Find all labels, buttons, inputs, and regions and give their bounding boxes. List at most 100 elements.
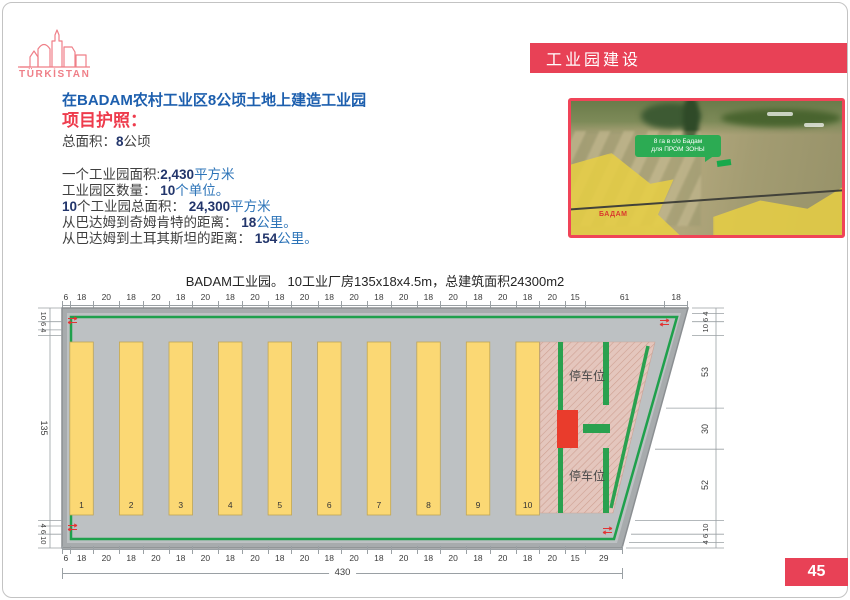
dim-segment: 20	[291, 291, 317, 309]
green-strip	[603, 342, 609, 405]
text-segment: 平方米	[194, 167, 235, 182]
map-poi-label	[804, 123, 824, 127]
checkpoint-building	[557, 410, 578, 448]
dim-segment: 20	[390, 546, 417, 565]
dim-value: 20	[299, 553, 310, 563]
dimension-tick	[622, 568, 623, 579]
dim-segment: 18	[168, 291, 192, 309]
intro-line: 10个工业园总面积： 24,300平方米	[62, 199, 552, 215]
dim-segment: 20	[142, 546, 169, 565]
dim-value: 20	[151, 553, 161, 563]
dim-value: 20	[151, 292, 161, 302]
text-segment: 公里。	[277, 231, 318, 246]
dim-label: 135	[39, 420, 49, 435]
dim-segment: 18	[416, 291, 440, 309]
dim-segment: 18	[367, 546, 390, 565]
dim-segment: 18	[466, 291, 489, 309]
intro-heading: 在BADAM农村工业区8公顷土地上建造工业园	[62, 92, 367, 109]
dim-segment: 20	[440, 291, 466, 309]
building-rect	[69, 341, 94, 516]
plan-bottom-dimensions: 6 18 20 18 20 18 20 18 20 18 20 18 20 18 20 18 20 18 20 18 2…	[62, 546, 623, 565]
dimension-tick	[62, 568, 63, 579]
building-number: 7	[377, 500, 382, 510]
dim-value: 18	[76, 553, 87, 563]
site-plan-drawing: 1 2 3 4 5 6 7 8 9 10 停车位 停车位	[38, 307, 724, 549]
dim-value: 20	[398, 553, 409, 563]
dim-segment: 18	[515, 291, 539, 309]
plan-top-dimensions: 6 18 20 18 20 18 20 18 20 18 20 18 20 18 20 18 20 18 20 18 2…	[62, 291, 689, 309]
dim-label: 10 6 4	[701, 312, 710, 333]
dim-value: 20	[349, 553, 359, 563]
map-callout: 8 га в с/о Бадам для ПРОМ ЗОНЫ	[635, 135, 721, 157]
dim-value: 61	[619, 292, 630, 302]
green-strip	[603, 448, 609, 513]
dim-value: 6	[63, 553, 69, 563]
dim-value: 20	[497, 553, 508, 563]
dim-segment: 18	[268, 291, 291, 309]
dim-segment: 20	[93, 546, 119, 565]
map-callout-line1: 8 га в с/о Бадам	[653, 138, 703, 145]
intro-subheading: 项目护照：	[62, 111, 147, 130]
dim-value: 20	[398, 292, 409, 302]
building-rect	[515, 341, 540, 516]
dim-segment: 20	[192, 291, 218, 309]
dim-segment: 20	[291, 546, 317, 565]
text-segment: 从巴达姆到奇姆肯特的距离：	[62, 215, 242, 230]
dim-value: 18	[473, 553, 483, 563]
right-dimension-labels: 10 6 4 53 30 52 4 6 10	[700, 312, 710, 545]
dim-segment: 18	[367, 291, 390, 309]
total-dimension-label: 430	[328, 567, 357, 578]
text-segment: 154	[254, 231, 278, 246]
building-rect	[168, 341, 193, 516]
dim-value: 15	[570, 553, 580, 563]
dim-value: 6	[63, 292, 69, 302]
text-segment: 24,300	[188, 199, 231, 214]
dim-segment: 20	[241, 291, 268, 309]
text-segment: 一个工业园面积:	[62, 167, 161, 182]
dim-value: 18	[275, 553, 285, 563]
dim-value: 20	[448, 292, 458, 302]
dim-segment: 20	[539, 546, 565, 565]
parking-label: 停车位	[569, 468, 605, 483]
building-rect	[366, 341, 392, 516]
building-rect	[465, 341, 491, 516]
dim-segment: 18	[168, 546, 192, 565]
building-number: 2	[129, 500, 134, 510]
dim-segment: 18	[466, 546, 489, 565]
left-dimension-lines	[38, 307, 62, 549]
dim-value: 20	[101, 553, 112, 563]
text-segment: 从巴达姆到土耳其斯坦的距离：	[62, 231, 255, 246]
dim-value: 18	[473, 292, 483, 302]
plan-title: BADAM工业园。 10工业厂房135x18x4.5m，总建筑面积24300m2	[185, 274, 565, 289]
text-segment: 总面积：	[62, 134, 116, 149]
buildings-group	[69, 341, 540, 516]
dim-value: 20	[547, 553, 557, 563]
map-callout-line2: для ПРОМ ЗОНЫ	[651, 146, 705, 153]
map-place-label: БАДАМ	[599, 211, 628, 218]
text-segment: 18	[241, 215, 257, 230]
dim-segment: 18	[515, 546, 539, 565]
dim-value: 18	[225, 292, 235, 302]
building-number: 3	[178, 500, 183, 510]
text-segment: 8	[116, 134, 124, 149]
intro-line: 从巴达姆到土耳其斯坦的距离： 154公里。	[62, 231, 552, 247]
dim-segment: 20	[241, 546, 268, 565]
dim-segment: 6	[62, 291, 70, 309]
text-segment: 10	[62, 199, 78, 214]
dim-segment: 61	[584, 291, 665, 309]
building-rect	[416, 341, 441, 516]
text-segment: 个单位。	[175, 183, 230, 198]
dim-segment: 18	[664, 291, 689, 309]
dim-value: 18	[225, 553, 235, 563]
dim-value: 20	[497, 292, 508, 302]
dim-segment: 18	[317, 546, 341, 565]
dim-segment: 15	[565, 291, 585, 309]
map-vegetation-blob	[721, 109, 841, 127]
section-banner-title: 工业园建设	[546, 52, 642, 69]
dim-label: 4 6 10	[39, 524, 48, 545]
dim-segment: 20	[192, 546, 218, 565]
building-number: 4	[228, 500, 233, 510]
dim-value: 18	[423, 292, 434, 302]
dim-value: 18	[126, 553, 136, 563]
text-segment: 公顷	[123, 134, 151, 149]
